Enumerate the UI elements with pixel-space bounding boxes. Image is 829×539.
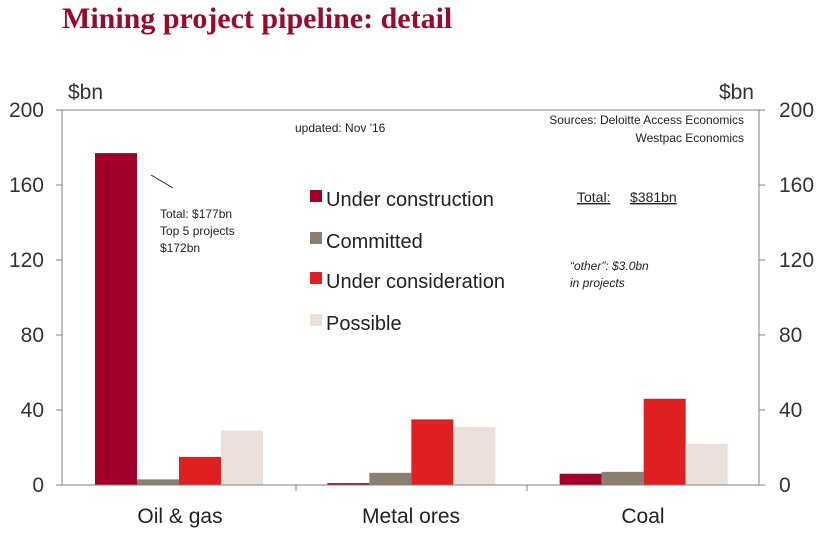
legend-label-under-consideration: Under consideration xyxy=(326,271,505,293)
total-label: Total: xyxy=(577,189,610,205)
y-tick-left-0: 0 xyxy=(32,474,44,497)
sources-line-1: Sources: Deloitte Access Economics xyxy=(549,113,744,127)
bar-metal-ores-possible xyxy=(453,426,496,485)
y-tick-left-120: 120 xyxy=(9,249,44,272)
chart-title: Mining project pipeline: detail xyxy=(62,2,453,35)
bar-oil-and-gas-under-consideration xyxy=(179,456,221,485)
legend-label-committed: Committed xyxy=(326,231,423,253)
bar-metal-ores-under-consideration xyxy=(411,419,454,485)
y-tick-right-120: 120 xyxy=(779,249,814,272)
legend-swatch-under-consideration xyxy=(310,272,322,284)
legend-swatch-possible xyxy=(310,314,322,326)
y-tick-left-40: 40 xyxy=(21,399,44,422)
bar-oil-and-gas-committed xyxy=(137,479,179,485)
y-tick-left-200: 200 xyxy=(9,99,44,122)
category-label-metal-ores: Metal ores xyxy=(362,505,460,528)
y-tick-left-160: 160 xyxy=(9,174,44,197)
y-tick-right-200: 200 xyxy=(779,99,814,122)
y-tick-right-0: 0 xyxy=(779,474,791,497)
total-value: $381bn xyxy=(630,189,677,205)
bar-coal-under-consideration xyxy=(643,398,686,485)
bar-metal-ores-under-construction xyxy=(327,483,370,485)
y-tick-left-80: 80 xyxy=(21,324,44,347)
category-label-coal: Coal xyxy=(621,505,664,528)
other-note-line-2: in projects xyxy=(570,276,625,290)
callout-line-1: Total: $177bn xyxy=(160,207,232,221)
legend-swatch-committed xyxy=(310,232,322,244)
bar-oil-and-gas-possible xyxy=(221,430,263,485)
legend-swatch-under-construction xyxy=(310,190,322,202)
y-axis-left-label: $bn xyxy=(68,81,103,104)
bar-coal-under-construction xyxy=(559,473,602,485)
y-tick-right-40: 40 xyxy=(779,399,802,422)
callout-line-3: $172bn xyxy=(160,241,200,255)
y-axis-right-label: $bn xyxy=(719,81,754,104)
sources-line-2: Westpac Economics xyxy=(636,131,745,145)
callout-line xyxy=(150,174,174,189)
y-tick-right-80: 80 xyxy=(779,324,802,347)
legend-label-possible: Possible xyxy=(326,313,402,335)
other-note-line-1: “other”: $3.0bn xyxy=(570,259,649,273)
bar-coal-possible xyxy=(685,443,728,485)
callout-line-2: Top 5 projects xyxy=(160,224,235,238)
bar-oil-and-gas-under-construction xyxy=(95,153,137,485)
updated-note: updated: Nov '16 xyxy=(295,121,386,135)
bar-coal-committed xyxy=(601,471,644,485)
legend: Under construction Committed Under consi… xyxy=(310,189,505,335)
bar-metal-ores-committed xyxy=(369,472,412,485)
legend-label-under-construction: Under construction xyxy=(326,189,494,211)
y-tick-right-160: 160 xyxy=(779,174,814,197)
category-label-oil-gas: Oil & gas xyxy=(137,505,222,528)
